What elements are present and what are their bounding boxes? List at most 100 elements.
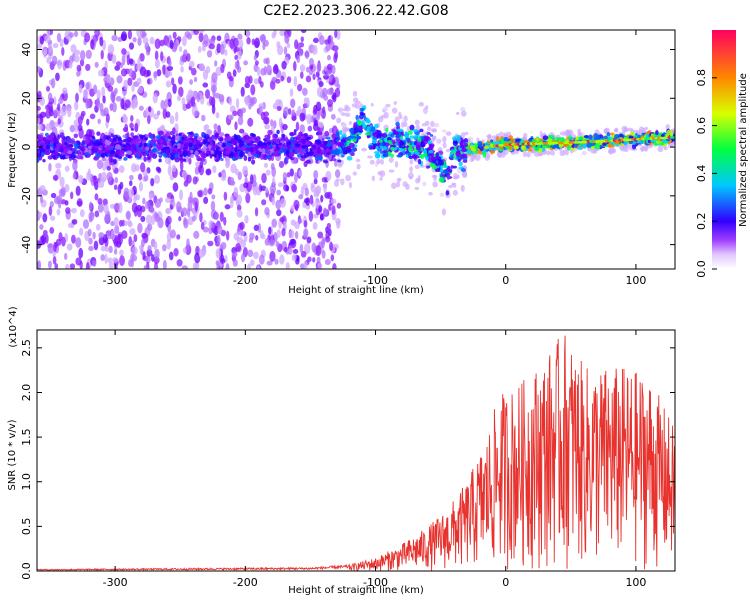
spectrogram-cell xyxy=(55,72,60,82)
spectrogram-cell xyxy=(655,130,659,136)
spectrogram-cell xyxy=(317,262,323,269)
spectrogram-cell xyxy=(162,64,166,75)
spectrogram-cell xyxy=(452,136,457,142)
spectrogram-cell xyxy=(602,142,607,147)
spectrogram-cell xyxy=(253,224,259,232)
spectrogram-cell xyxy=(348,181,352,189)
spectrogram-cell xyxy=(228,75,234,82)
spectrogram-cell xyxy=(435,138,442,145)
spectrogram-cell xyxy=(312,73,316,80)
spectrogram-cell xyxy=(271,218,278,228)
spectrogram-cell xyxy=(240,252,246,263)
spectrogram-cell xyxy=(105,150,112,154)
spectrogram-cell xyxy=(234,121,238,131)
snr-panel: -300 -200 -100 0 100 0.00.51.01.52.02.5 Heig… xyxy=(7,306,676,596)
spectrogram-cell xyxy=(299,243,304,254)
spectrogram-cell xyxy=(332,92,337,103)
spectrogram-cell xyxy=(108,138,113,142)
spectrogram-cell xyxy=(97,69,105,77)
spectrogram-cell xyxy=(301,140,306,145)
spectrogram-cell xyxy=(151,148,158,153)
spectrogram-cell xyxy=(214,60,218,67)
spectrogram-cell xyxy=(289,131,295,137)
spectrogram-cell xyxy=(92,231,96,240)
spectrogram-cell xyxy=(305,75,312,83)
spectrogram-cell xyxy=(533,146,540,152)
spectrogram-cell xyxy=(349,127,355,134)
spectrogram-cell xyxy=(318,81,324,88)
spectrogram-cell xyxy=(559,150,566,157)
spectrogram-cell xyxy=(247,151,251,157)
spectrogram-cell xyxy=(126,150,133,155)
spectrogram-cell xyxy=(226,230,230,241)
spectrogram-cell xyxy=(273,120,277,129)
spectrogram-cell xyxy=(234,54,239,61)
spectrogram-cell xyxy=(577,146,583,151)
spectrogram-cell xyxy=(461,153,468,159)
spectrogram-cell xyxy=(128,68,134,77)
spectrogram-frame xyxy=(36,29,676,270)
spectrogram-cell xyxy=(83,152,90,156)
spectrogram-cell xyxy=(407,152,412,157)
spectrogram-cell xyxy=(57,134,61,140)
spectrogram-cell xyxy=(85,136,91,140)
x-tick-label: 100 xyxy=(625,274,646,287)
spectrogram-cell xyxy=(319,212,324,221)
spectrogram-cell xyxy=(47,92,53,102)
spectrogram-cell xyxy=(414,186,420,190)
spectrogram-cell xyxy=(53,142,57,148)
spectrogram-cell xyxy=(44,132,49,137)
spectrogram-cell xyxy=(133,234,138,243)
spectrogram-cell xyxy=(109,149,116,155)
spectrogram-cell xyxy=(233,46,240,52)
spectrogram-cell xyxy=(45,85,51,92)
spectrogram-cell xyxy=(301,144,307,149)
spectrogram-cell xyxy=(330,149,335,155)
spectrogram-cell xyxy=(37,105,41,112)
spectrogram-cell xyxy=(37,149,41,155)
spectrogram-cell xyxy=(111,34,118,42)
spectrogram-cell xyxy=(73,155,77,159)
spectrogram-cell xyxy=(275,241,280,248)
spectrogram-cell xyxy=(266,144,270,151)
spectrogram-cell xyxy=(197,46,202,53)
spectrogram-cell xyxy=(247,263,251,269)
spectrogram-cell xyxy=(157,167,162,174)
spectrogram-cell xyxy=(317,152,322,156)
spectrogram-cell xyxy=(213,123,218,131)
spectrogram-cell xyxy=(102,95,106,104)
spectrogram-cell xyxy=(96,97,101,109)
spectrogram-cell xyxy=(148,193,154,200)
spectrogram-cell xyxy=(313,178,318,185)
spectrogram-cell xyxy=(291,254,297,262)
spectrogram-cell xyxy=(285,150,290,156)
spectrogram-cell xyxy=(225,144,230,150)
spectrogram-cell xyxy=(53,96,57,106)
spectrogram-cell xyxy=(153,71,158,78)
spectrogram-cell xyxy=(432,157,437,161)
spectrogram-cell xyxy=(338,130,343,135)
spectrogram-cell xyxy=(309,194,314,205)
spectrogram-cell xyxy=(113,87,118,95)
spectrogram-cell xyxy=(644,145,648,152)
spectrogram-cell xyxy=(409,166,413,173)
spectrogram-cell xyxy=(189,90,195,97)
spectrogram-cell xyxy=(37,260,42,269)
spectrogram-cell xyxy=(275,199,282,210)
spectrogram-cell xyxy=(204,89,211,99)
spectrogram-cell xyxy=(405,183,410,190)
spectrogram-cell xyxy=(341,123,348,127)
spectrogram-cell xyxy=(303,97,308,104)
spectrogram-cell xyxy=(352,90,358,97)
spectrogram-cell xyxy=(240,107,246,114)
spectrogram-cell xyxy=(271,145,277,149)
spectrogram-cell xyxy=(172,83,177,94)
spectrogram-cell xyxy=(659,142,665,146)
spectrogram-cell xyxy=(372,138,377,144)
spectrogram-cell xyxy=(463,142,468,148)
spectrogram-cell xyxy=(663,146,668,151)
spectrogram-cell xyxy=(306,236,312,244)
spectrogram-cell xyxy=(212,86,216,97)
spectrogram-cell xyxy=(417,137,422,143)
spectrogram-cell xyxy=(140,215,146,223)
